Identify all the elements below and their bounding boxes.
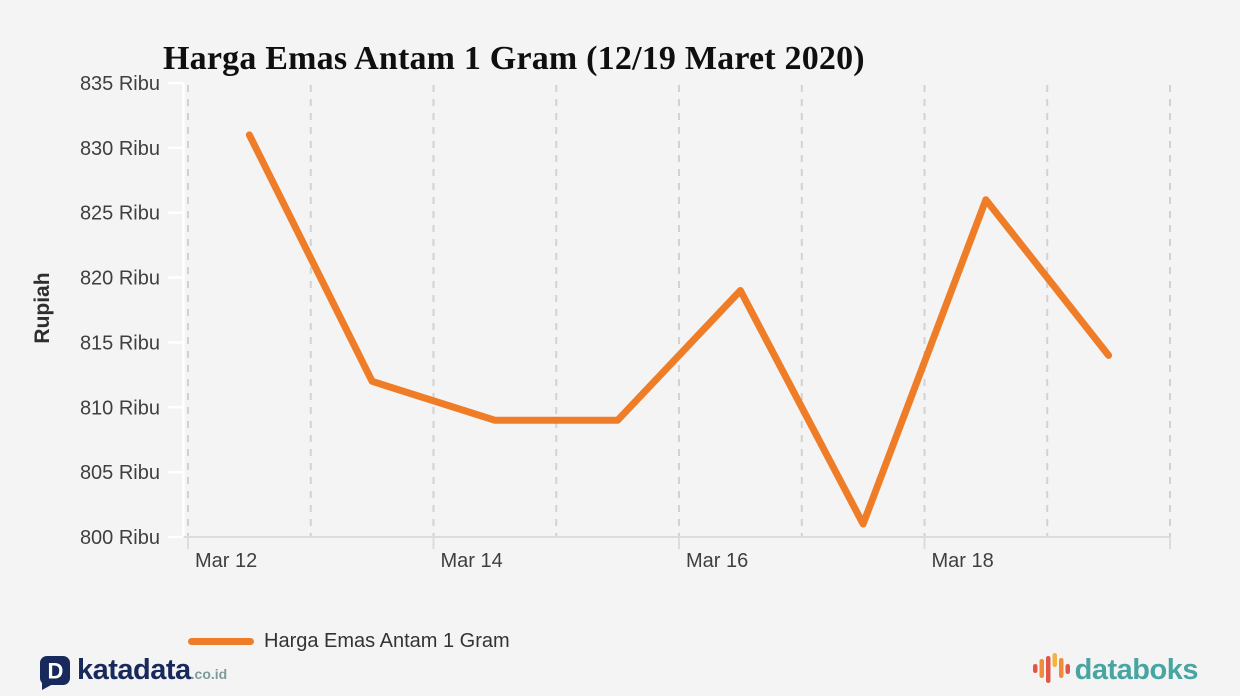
databoks-logo[interactable]: databoks bbox=[1032, 650, 1199, 690]
chart-title: Harga Emas Antam 1 Gram (12/19 Maret 202… bbox=[163, 40, 865, 77]
y-tick-label: 800 Ribu bbox=[80, 527, 160, 549]
y-tick-label: 805 Ribu bbox=[80, 462, 160, 484]
legend-label: Harga Emas Antam 1 Gram bbox=[264, 629, 510, 652]
katadata-d-icon: D bbox=[40, 656, 70, 690]
x-tick-label: Mar 18 bbox=[932, 550, 994, 572]
y-tick-label: 820 Ribu bbox=[80, 268, 160, 290]
y-tick-label: 815 Ribu bbox=[80, 332, 160, 354]
databoks-bars-icon bbox=[1032, 653, 1070, 683]
legend-line-swatch bbox=[188, 637, 254, 645]
y-tick-label: 830 Ribu bbox=[80, 138, 160, 160]
price-line bbox=[245, 131, 1113, 528]
x-tick-label: Mar 16 bbox=[686, 550, 748, 572]
katadata-wordmark: katadata.co.id bbox=[77, 654, 228, 686]
svg-text:D: D bbox=[48, 659, 64, 684]
y-tick-label: 835 Ribu bbox=[80, 73, 160, 95]
x-tick-label: Mar 14 bbox=[441, 550, 503, 572]
y-tick-label: 825 Ribu bbox=[80, 203, 160, 225]
katadata-domain-suffix: .co.id bbox=[190, 666, 228, 682]
y-tick-label: 810 Ribu bbox=[80, 397, 160, 419]
legend-item[interactable]: Harga Emas Antam 1 Gram bbox=[188, 628, 510, 654]
katadata-logo[interactable]: D katadata.co.id bbox=[38, 654, 227, 692]
databoks-wordmark: databoks bbox=[1074, 653, 1199, 686]
x-tick-label: Mar 12 bbox=[195, 550, 257, 572]
